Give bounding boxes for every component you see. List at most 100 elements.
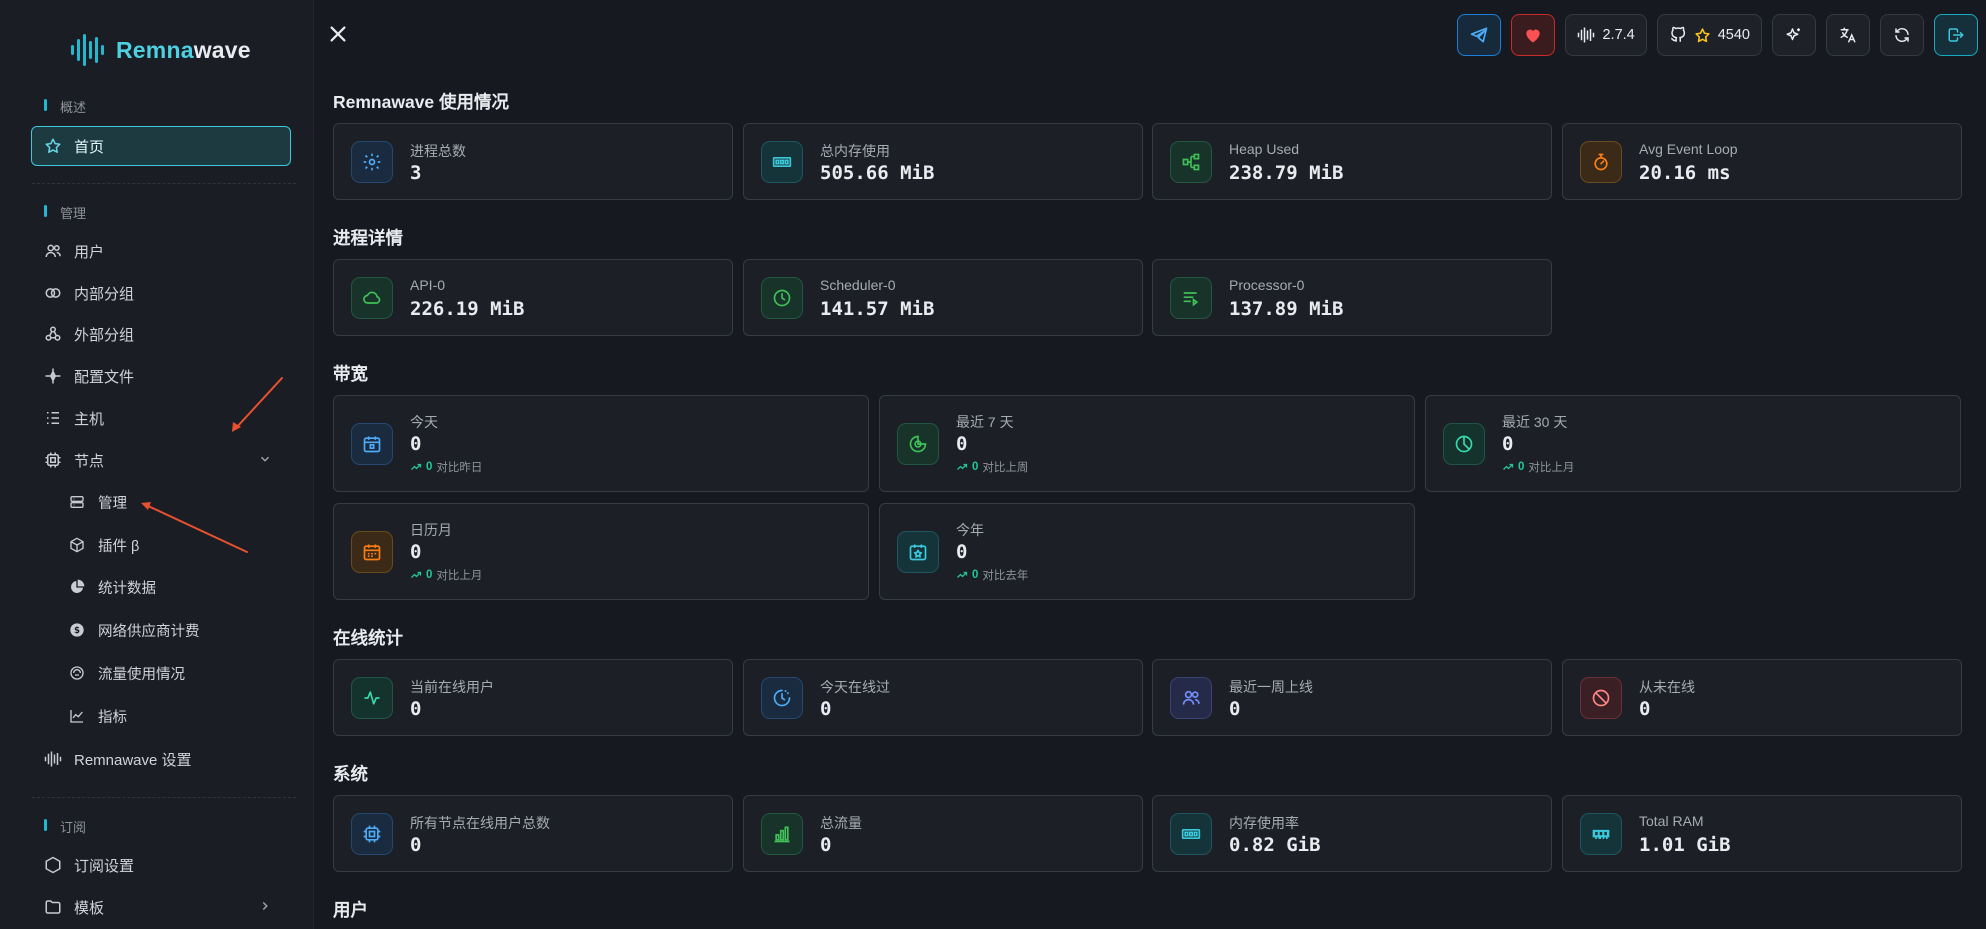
stat-card-processor: Processor-0 137.89 MiB <box>1152 259 1552 336</box>
sidebar-item-label: 内部分组 <box>74 285 135 303</box>
sidebar-item-label: 流量使用情况 <box>98 666 185 683</box>
sidebar-item-label: 配置文件 <box>74 368 135 386</box>
sidebar-item-nodes-manage[interactable]: 管理 <box>56 484 290 520</box>
stat-label: 总内存使用 <box>820 143 890 159</box>
language-button[interactable] <box>1826 14 1870 56</box>
github-stars-button[interactable]: 4540 <box>1656 14 1762 56</box>
stat-label: Processor-0 <box>1229 277 1305 293</box>
trend-up-icon <box>411 463 422 470</box>
section-title-system: 系统 <box>333 764 368 784</box>
trend-up-icon <box>957 571 968 578</box>
sidebar-item-nodes-plugins[interactable]: 插件 β <box>56 527 290 563</box>
logo[interactable]: Remnawave <box>70 30 251 70</box>
sidebar-item-hosts[interactable]: 主机 <box>32 400 290 436</box>
refresh-button[interactable] <box>1880 14 1924 56</box>
stat-card-heap-used: Heap Used 238.79 MiB <box>1152 123 1552 200</box>
section-title-bandwidth: 带宽 <box>333 364 368 384</box>
stat-card-online-today: 今天在线过 0 <box>743 659 1143 736</box>
stat-trend: 0 对比去年 <box>956 567 1028 583</box>
chart-pie-icon <box>897 423 939 465</box>
stat-label: Total RAM <box>1639 813 1704 829</box>
stat-card-last-7-days: 最近 7 天 0 0 对比上周 <box>879 395 1415 492</box>
webhook-icon <box>44 325 62 343</box>
version-button[interactable]: 2.7.4 <box>1565 14 1647 56</box>
stat-label: 今天 <box>410 414 438 430</box>
sidebar-item-label: Remnawave 设置 <box>74 751 192 769</box>
section-title-online: 在线统计 <box>333 628 403 648</box>
sidebar-item-nodes-metrics[interactable]: 指标 <box>56 698 290 734</box>
coin-icon: $ <box>68 621 86 639</box>
chevron-down-icon <box>258 452 272 470</box>
sidebar-item-home[interactable]: 首页 <box>31 126 291 166</box>
sidebar-item-nodes-traffic[interactable]: 流量使用情况 <box>56 655 290 691</box>
trend-up-icon <box>411 571 422 578</box>
stat-label: Avg Event Loop <box>1639 141 1738 157</box>
stat-value: 0.82 GiB <box>1229 834 1321 856</box>
stat-value: 137.89 MiB <box>1229 298 1344 320</box>
sidebar-item-nodes[interactable]: 节点 <box>32 442 290 478</box>
pie-chart-icon <box>68 578 86 596</box>
stat-value: 0 <box>410 541 422 563</box>
stat-value: 238.79 MiB <box>1229 162 1344 184</box>
stat-label: 进程总数 <box>410 143 466 159</box>
sidebar-item-label: 用户 <box>74 243 105 261</box>
ban-icon <box>1580 677 1622 719</box>
stat-card-total-memory: 总内存使用 505.66 MiB <box>743 123 1143 200</box>
waveform-icon <box>1578 27 1595 43</box>
sidebar-item-settings[interactable]: Remnawave 设置 <box>32 741 290 777</box>
queue-icon <box>1170 277 1212 319</box>
stat-label: 最近 30 天 <box>1502 414 1568 430</box>
telegram-button[interactable] <box>1457 14 1502 56</box>
sparkle-icon <box>44 367 62 385</box>
stat-value: 3 <box>410 162 422 184</box>
sidebar-item-templates[interactable]: 模板 <box>32 889 290 925</box>
stat-label: Heap Used <box>1229 141 1300 157</box>
stat-card-online-now: 当前在线用户 0 <box>333 659 733 736</box>
sidebar-item-external-squads[interactable]: 外部分组 <box>32 316 290 352</box>
logout-icon <box>1948 28 1964 42</box>
donate-button[interactable] <box>1511 14 1556 56</box>
clock-icon <box>761 277 803 319</box>
logout-button[interactable] <box>1934 14 1978 56</box>
stat-trend: 0 对比上周 <box>956 459 1028 475</box>
sparkles-icon <box>1786 28 1800 41</box>
svg-text:$: $ <box>74 626 80 636</box>
stat-value: 0 <box>410 834 422 856</box>
stat-card-online-week: 最近一周上线 0 <box>1152 659 1552 736</box>
stat-label: 今天在线过 <box>820 679 890 695</box>
stat-card-today: 今天 0 0 对比昨日 <box>333 395 869 492</box>
sidebar-item-label: 主机 <box>74 410 105 428</box>
stat-card-calendar-month: 日历月 0 0 对比上月 <box>333 503 869 600</box>
stat-label: 日历月 <box>410 522 452 538</box>
stat-card-online-all-nodes: 所有节点在线用户总数 0 <box>333 795 733 872</box>
sidebar-item-label: 模板 <box>74 899 105 917</box>
sidebar-item-config-profiles[interactable]: 配置文件 <box>32 358 290 394</box>
ai-button[interactable] <box>1772 14 1816 56</box>
stat-value: 20.16 ms <box>1639 162 1731 184</box>
memory-icon <box>761 141 803 183</box>
stat-trend: 0 对比昨日 <box>410 459 482 475</box>
stat-value: 0 <box>410 698 422 720</box>
stat-label: 今年 <box>956 522 984 538</box>
stat-card-scheduler: Scheduler-0 141.57 MiB <box>743 259 1143 336</box>
stat-trend: 0 对比上月 <box>410 567 482 583</box>
topbar: 2.7.4 4540 <box>1457 14 1978 56</box>
sidebar-item-label: 首页 <box>74 138 105 156</box>
sidebar-item-subscription-settings[interactable]: 订阅设置 <box>32 847 290 883</box>
calendar-icon <box>351 423 393 465</box>
bar-chart-icon <box>761 813 803 855</box>
sidebar-item-users[interactable]: 用户 <box>32 233 290 269</box>
telegram-icon <box>1471 27 1488 43</box>
ram-stick-icon <box>1580 813 1622 855</box>
sidebar-item-nodes-billing[interactable]: $ 网络供应商计费 <box>56 612 290 648</box>
sidebar: Remnawave 概述 首页 管理 用户 内部分组 外部分组 配置文件 <box>0 0 314 929</box>
stat-label: 当前在线用户 <box>410 679 494 695</box>
stat-card-total-ram: Total RAM 1.01 GiB <box>1562 795 1962 872</box>
sidebar-item-nodes-stats[interactable]: 统计数据 <box>56 569 290 605</box>
close-button[interactable] <box>324 20 352 48</box>
section-title-process: 进程详情 <box>333 228 403 248</box>
sidebar-item-internal-squads[interactable]: 内部分组 <box>32 275 290 311</box>
translate-icon <box>1840 27 1856 43</box>
divider <box>32 183 296 184</box>
star-icon <box>44 137 62 155</box>
